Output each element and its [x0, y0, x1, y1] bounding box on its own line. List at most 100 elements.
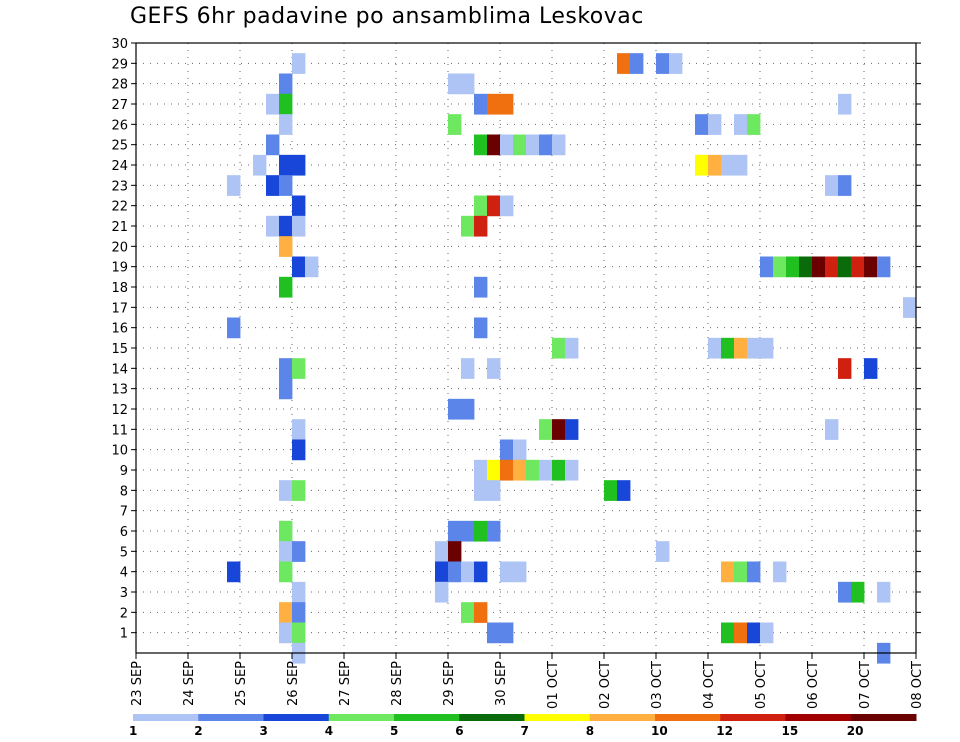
y-tick-label: 12: [111, 403, 128, 418]
precip-cell: [747, 622, 761, 644]
x-tick-label: 30 SEP: [494, 661, 509, 706]
precip-cell: [292, 541, 306, 562]
colorbar-label: 6: [455, 724, 463, 738]
precip-cell: [292, 622, 306, 644]
precip-cell: [448, 541, 462, 562]
precip-cell: [279, 154, 293, 176]
precip-cell: [474, 480, 488, 501]
precip-cell: [461, 561, 475, 583]
colorbar-swatch: [328, 714, 395, 721]
precip-cell: [448, 398, 462, 420]
precip-cell: [734, 114, 748, 135]
y-tick-label: 15: [111, 342, 128, 357]
colorbar-swatch: [394, 714, 460, 721]
precip-cell: [513, 134, 527, 156]
precip-cell: [903, 297, 917, 318]
colorbar-swatch: [720, 714, 786, 721]
colorbar-label: 4: [325, 724, 333, 738]
precip-cell: [539, 419, 553, 440]
colorbar-label: 7: [521, 724, 529, 738]
precip-cell: [474, 561, 488, 583]
precip-cell: [539, 459, 553, 481]
precip-cell: [552, 337, 566, 359]
precip-cell: [279, 114, 293, 135]
precip-cell: [708, 337, 722, 359]
precip-cell: [656, 541, 670, 562]
precip-cell: [500, 561, 514, 583]
precip-cell: [500, 622, 514, 644]
precip-cell: [292, 53, 306, 74]
precip-cell: [747, 561, 761, 583]
y-tick-label: 25: [111, 139, 128, 154]
precip-cell: [266, 134, 280, 156]
precip-cell: [448, 73, 462, 95]
precip-cell: [513, 459, 527, 481]
precip-cell: [448, 561, 462, 583]
colorbar-label: 8: [586, 724, 594, 738]
precip-cell: [747, 114, 761, 135]
y-tick-label: 6: [120, 525, 128, 540]
precip-cell: [721, 622, 735, 644]
precip-cell: [838, 581, 852, 603]
y-tick-label: 30: [111, 37, 128, 52]
colorbar-label: 5: [390, 724, 398, 738]
precip-cell: [565, 459, 579, 481]
precip-cell: [721, 337, 735, 359]
y-tick-label: 18: [111, 281, 128, 296]
precipitation-cells: [227, 53, 917, 664]
x-tick-label: 02 OCT: [598, 661, 613, 709]
precip-cell: [461, 215, 475, 237]
precip-cell: [292, 154, 306, 176]
precip-cell: [786, 256, 800, 278]
precip-cell: [292, 215, 306, 237]
precip-cell: [500, 439, 514, 461]
precip-cell: [539, 134, 553, 156]
colorbar-label: 20: [847, 724, 864, 738]
precip-cell: [292, 419, 306, 440]
precip-cell: [487, 520, 501, 542]
precip-cell: [487, 195, 501, 217]
precip-cell: [279, 73, 293, 95]
precip-cell: [838, 256, 852, 278]
precip-cell: [838, 358, 852, 379]
colorbar-swatch: [263, 714, 330, 721]
precip-cell: [773, 561, 787, 583]
precip-cell: [864, 256, 878, 278]
precip-cell: [474, 195, 488, 217]
precip-cell: [461, 520, 475, 542]
precip-cell: [500, 93, 514, 115]
precip-cell: [266, 93, 280, 115]
precip-cell: [279, 561, 293, 583]
precip-cell: [474, 520, 488, 542]
precip-cell: [279, 480, 293, 501]
colorbar-swatch: [133, 714, 199, 721]
precip-cell: [279, 520, 293, 542]
precip-cell: [838, 93, 852, 115]
x-tick-label: 01 OCT: [546, 661, 561, 709]
y-tick-label: 27: [111, 98, 128, 113]
precip-cell: [695, 114, 709, 135]
precip-cell: [487, 358, 501, 379]
precip-cell: [760, 256, 774, 278]
precip-cell: [435, 581, 449, 603]
precip-cell: [448, 520, 462, 542]
precip-cell: [864, 358, 878, 379]
precip-cell: [877, 256, 891, 278]
colorbar-label: 1: [129, 724, 137, 738]
precip-cell: [708, 154, 722, 176]
precip-cell: [656, 53, 670, 74]
colorbar-label: 15: [782, 724, 799, 738]
precip-cell: [487, 480, 501, 501]
precip-cell: [461, 358, 475, 379]
precip-cell: [526, 134, 540, 156]
precip-cell: [279, 622, 293, 644]
precip-cell: [279, 541, 293, 562]
precip-cell: [851, 581, 865, 603]
precip-cell: [474, 459, 488, 481]
precip-cell: [474, 276, 488, 298]
precip-cell: [734, 337, 748, 359]
precip-cell: [305, 256, 319, 278]
precip-cell: [773, 256, 787, 278]
precip-cell: [825, 256, 839, 278]
